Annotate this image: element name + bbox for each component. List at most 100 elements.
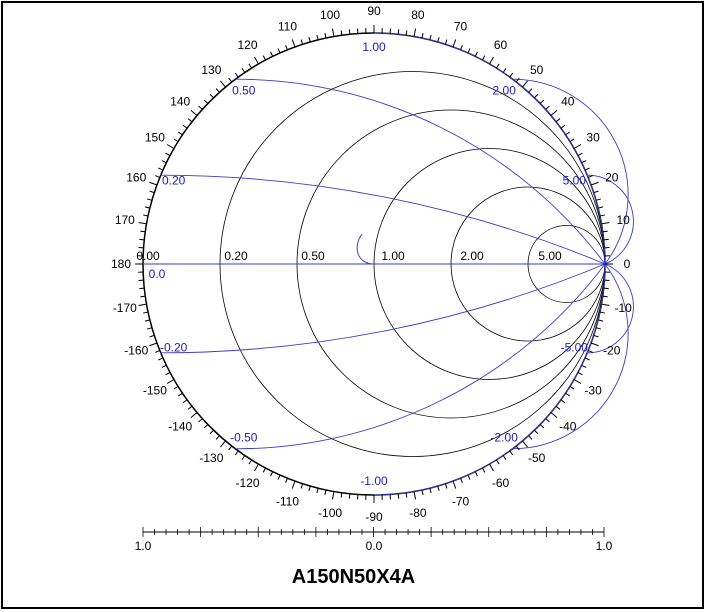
rim-tick — [528, 88, 533, 93]
reactance-arc — [373, 263, 606, 496]
reactance-arc — [160, 174, 606, 265]
reactance-arc — [587, 263, 634, 354]
rim-tick — [550, 109, 558, 116]
angle-label: -70 — [452, 495, 470, 509]
rim-tick — [560, 399, 566, 404]
rim-tick — [602, 230, 608, 233]
rim-tick — [569, 385, 575, 390]
rim-tick — [182, 124, 188, 129]
rim-tick — [565, 131, 570, 136]
rim-tick — [601, 222, 610, 225]
scale-label-right: 1.0 — [596, 539, 613, 553]
rim-tick — [528, 435, 533, 440]
rim-tick — [300, 39, 304, 45]
rim-tick — [270, 51, 274, 57]
rim-tick — [515, 77, 520, 83]
reactance-arc — [512, 263, 629, 450]
rim-tick — [413, 28, 416, 37]
rim-tick — [248, 459, 253, 465]
rim-tick — [601, 303, 610, 306]
rim-tick — [144, 319, 150, 322]
rim-tick — [149, 342, 158, 347]
rim-tick — [182, 399, 188, 404]
rim-tick — [474, 51, 478, 57]
reactance-label: 0.20 — [162, 174, 186, 188]
rim-tick — [285, 477, 288, 484]
rim-tick — [262, 467, 266, 473]
reactance-label: 2.00 — [493, 83, 517, 97]
angle-label: -90 — [365, 510, 383, 524]
angle-label: -120 — [235, 476, 259, 490]
rim-tick — [198, 418, 203, 423]
resistance-label: 2.00 — [460, 249, 484, 263]
angle-label: -40 — [559, 420, 577, 434]
angle-label: 70 — [454, 19, 468, 33]
angle-label: -60 — [492, 476, 510, 490]
rim-tick — [405, 30, 408, 36]
rim-tick — [139, 287, 145, 290]
chart-grid — [135, 25, 634, 537]
rim-tick — [154, 175, 161, 178]
rim-tick — [482, 467, 486, 473]
angle-label: 160 — [126, 170, 146, 184]
resistance-label: 0.20 — [224, 249, 248, 263]
rim-tick — [429, 34, 432, 40]
angle-label: 100 — [320, 8, 340, 22]
rim-tick — [178, 131, 183, 136]
angle-label: 110 — [278, 19, 297, 33]
rim-tick — [522, 440, 529, 448]
angle-label: 20 — [605, 170, 619, 184]
angle-label: -110 — [276, 495, 299, 509]
rim-tick — [581, 364, 587, 368]
rim-tick — [178, 392, 183, 397]
reactance-label: 1.00 — [362, 40, 386, 54]
rim-tick — [467, 48, 471, 54]
rim-tick — [595, 198, 601, 201]
rim-tick — [316, 34, 319, 40]
resistance-label: 1.00 — [381, 249, 405, 263]
angle-label: -140 — [168, 420, 192, 434]
rim-tick — [190, 412, 198, 419]
reactance-arc — [587, 174, 634, 265]
rim-tick — [550, 412, 558, 419]
rim-tick — [593, 334, 599, 338]
rim-tick — [584, 167, 590, 171]
angle-label: 150 — [145, 131, 165, 145]
reactance-arc — [512, 78, 629, 265]
rim-tick — [474, 471, 478, 477]
rim-tick — [332, 28, 335, 37]
rim-tick — [437, 37, 440, 43]
rim-tick — [219, 80, 226, 88]
rim-tick — [602, 295, 608, 298]
angle-label: -10 — [614, 301, 632, 315]
rim-tick — [158, 167, 164, 171]
rim-tick — [495, 63, 500, 69]
rim-tick — [308, 485, 311, 491]
rim-tick — [234, 72, 239, 78]
rim-tick — [277, 474, 281, 480]
rim-tick — [219, 440, 226, 448]
resistance-label: 0.50 — [301, 249, 325, 263]
rim-tick — [577, 372, 583, 376]
rim-tick — [149, 190, 155, 194]
angle-label: 30 — [586, 131, 600, 145]
rim-tick — [437, 485, 440, 491]
reactance-label: -2.00 — [491, 431, 519, 445]
rim-tick — [285, 44, 288, 51]
rim-tick — [228, 445, 233, 451]
rim-tick — [241, 455, 246, 460]
rim-tick — [539, 99, 545, 104]
angle-label: -100 — [318, 506, 342, 520]
angle-label: 130 — [201, 63, 221, 77]
rim-tick — [584, 357, 590, 361]
rim-tick — [308, 37, 311, 43]
reactance-label: 5.00 — [563, 174, 587, 188]
rim-tick — [140, 230, 146, 233]
rim-tick — [509, 72, 514, 78]
angle-label: 170 — [115, 213, 135, 227]
rim-tick — [291, 480, 296, 489]
rim-tick — [545, 418, 550, 423]
angle-label: 90 — [367, 4, 381, 18]
angle-label: 140 — [170, 94, 190, 108]
rim-tick — [599, 214, 605, 217]
